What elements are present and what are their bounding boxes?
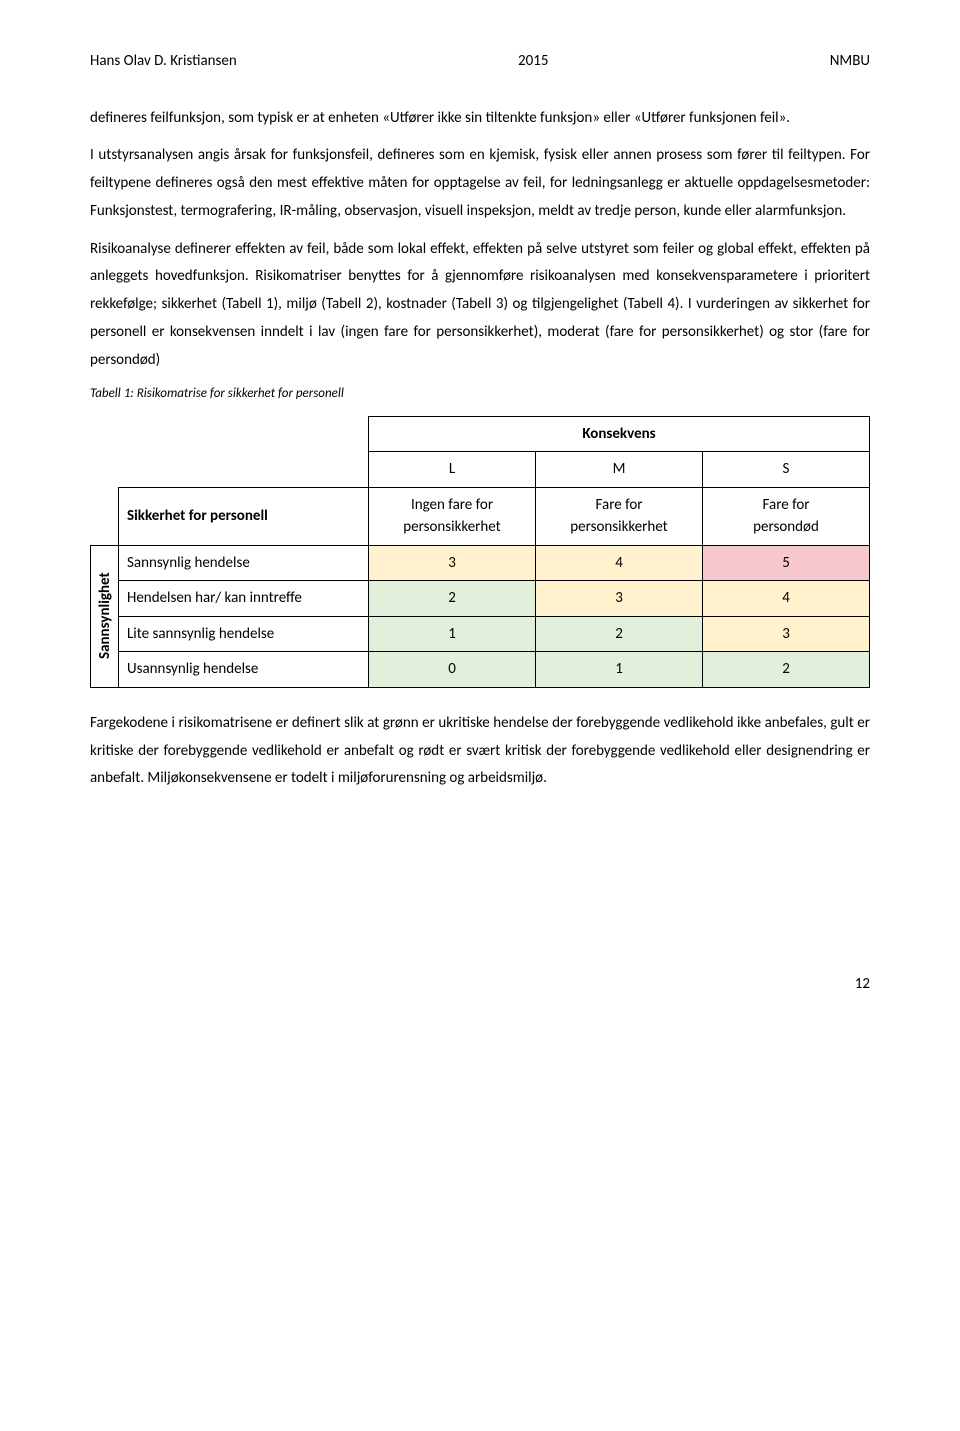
risk-cell: 5 [703,545,870,581]
header-inst: NMBU [830,50,870,73]
col-code-S: S [703,452,870,488]
risk-cell: 0 [369,652,536,688]
konsekvens-header: Konsekvens [369,416,870,452]
risk-cell: 3 [536,581,703,617]
risk-cell: 2 [369,581,536,617]
risk-cell: 1 [369,616,536,652]
paragraph-4: Fargekodene i risikomatrisene er definer… [90,710,870,793]
row-label: Hendelsen har/ kan inntreffe [119,581,369,617]
col-desc-S: Fare for persondød [703,487,870,545]
risk-cell: 2 [703,652,870,688]
row-axis-header: Sikkerhet for personell [119,487,369,545]
page-header: Hans Olav D. Kristiansen 2015 NMBU [90,50,870,73]
paragraph-3: Risikoanalyse definerer effekten av feil… [90,236,870,375]
col-code-L: L [369,452,536,488]
risk-cell: 3 [703,616,870,652]
header-year: 2015 [518,50,548,73]
table-caption: Tabell 1: Risikomatrise for sikkerhet fo… [90,384,870,404]
col-desc-L: Ingen fare for personsikkerhet [369,487,536,545]
page-number: 12 [90,973,870,996]
risk-cell: 4 [703,581,870,617]
risk-cell: 1 [536,652,703,688]
paragraph-2: I utstyrsanalysen angis årsak for funksj… [90,142,870,225]
sannsynlighet-axis: Sannsynlighet [91,545,119,687]
col-desc-M: Fare for personsikkerhet [536,487,703,545]
risk-matrix-table: Konsekvens L M S Sikkerhet for personell… [90,416,870,688]
row-label: Lite sannsynlig hendelse [119,616,369,652]
col-code-M: M [536,452,703,488]
risk-cell: 2 [536,616,703,652]
row-label: Sannsynlig hendelse [119,545,369,581]
paragraph-1: defineres feilfunksjon, som typisk er at… [90,105,870,133]
row-label: Usannsynlig hendelse [119,652,369,688]
risk-cell: 3 [369,545,536,581]
header-author: Hans Olav D. Kristiansen [90,50,237,73]
risk-cell: 4 [536,545,703,581]
